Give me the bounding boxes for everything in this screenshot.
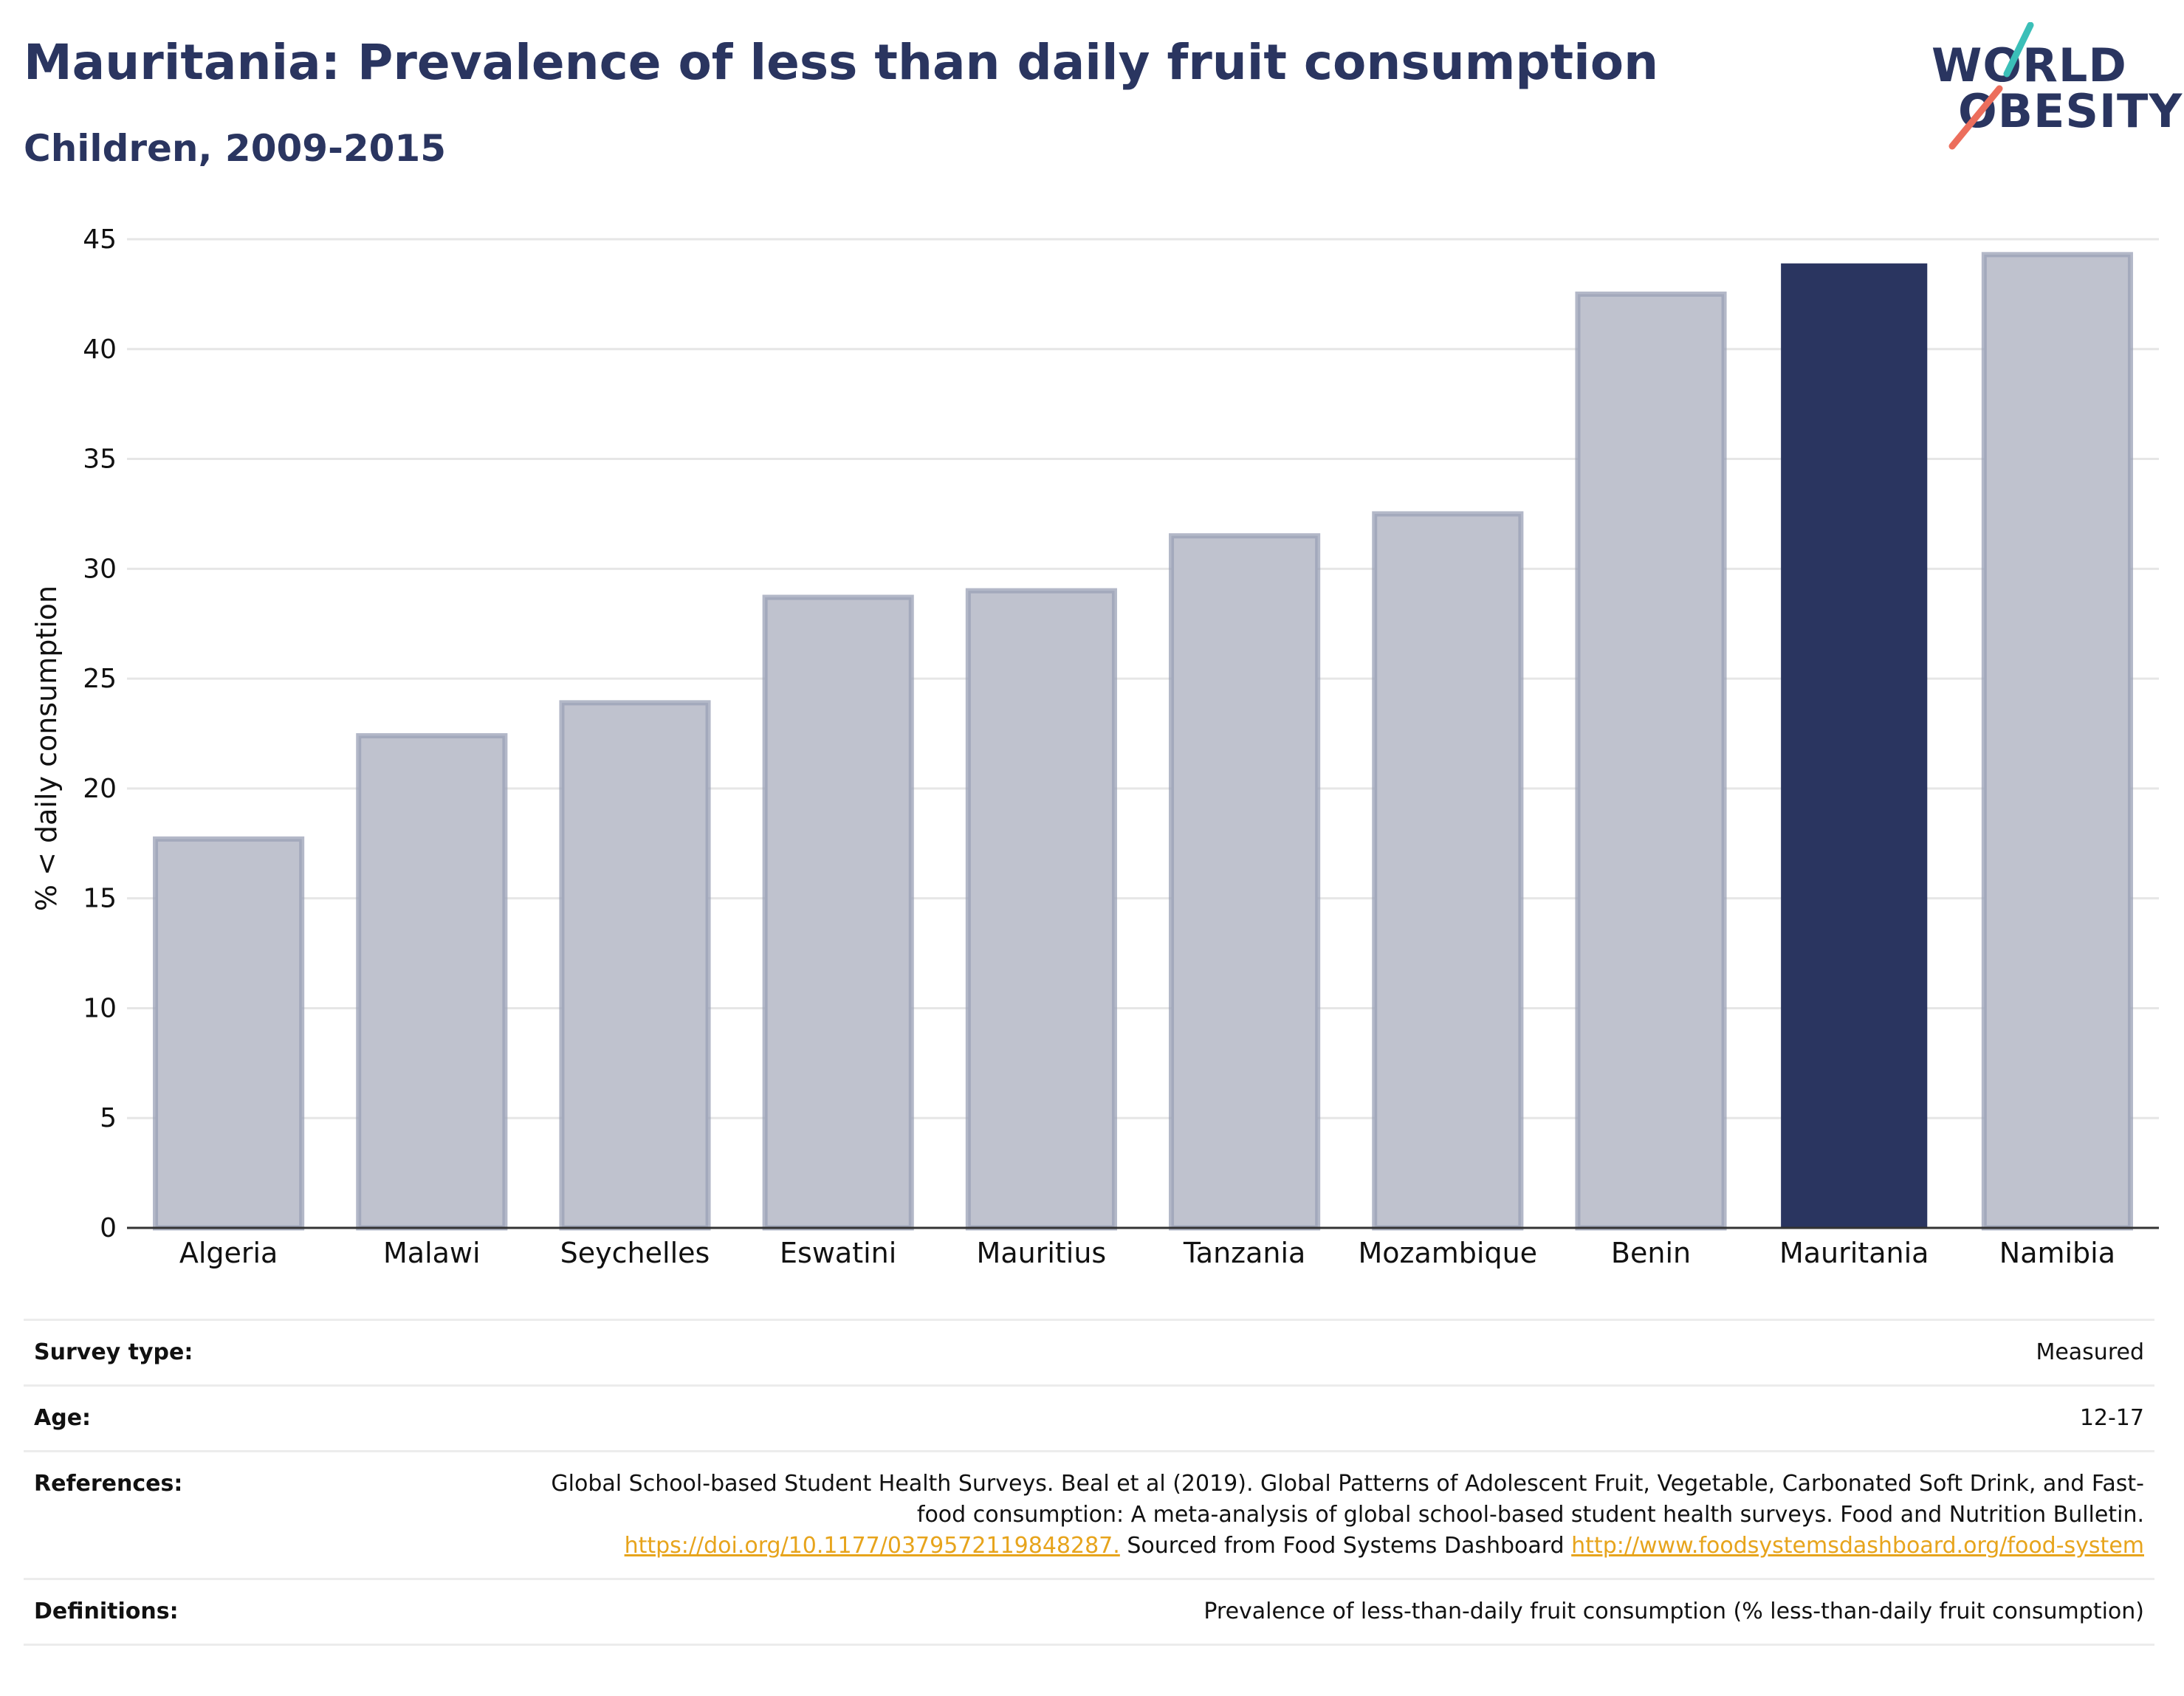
references-text-2: Sourced from Food Systems Dashboard — [1127, 1533, 1565, 1559]
bar-malawi — [356, 732, 508, 1231]
x-tick-label: Eswatini — [780, 1237, 896, 1269]
bar-algeria — [153, 836, 305, 1231]
y-tick-label: 10 — [83, 993, 117, 1023]
definitions-label: Definitions: — [34, 1599, 179, 1624]
bar-benin — [1575, 291, 1727, 1231]
bar-mauritania — [1781, 263, 1928, 1229]
definitions-value: Prevalence of less-than-daily fruit cons… — [1203, 1599, 2144, 1624]
y-axis-label: % < daily consumption — [30, 586, 63, 911]
logo-slash-icon — [1948, 22, 2034, 150]
bar-namibia — [1981, 252, 2133, 1231]
survey-type-value: Measured — [2036, 1339, 2144, 1365]
age-value: 12-17 — [2079, 1405, 2144, 1431]
bar-mauritius — [965, 588, 1117, 1231]
metadata-table: Survey type: Measured Age: 12-17 Referen… — [24, 1319, 2154, 1646]
x-tick-label: Algeria — [179, 1237, 278, 1269]
bar-mozambique — [1372, 511, 1524, 1231]
chart-title: Mauritania: Prevalence of less than dail… — [24, 34, 1659, 91]
y-tick-label: 35 — [83, 444, 117, 475]
y-tick-label: 5 — [100, 1103, 117, 1133]
meta-row-references: References: Global School-based Student … — [24, 1450, 2154, 1578]
meta-row-definitions: Definitions: Prevalence of less-than-dai… — [24, 1578, 2154, 1646]
y-tick-label: 45 — [83, 224, 117, 255]
age-label: Age: — [34, 1405, 92, 1431]
meta-row-survey-type: Survey type: Measured — [24, 1319, 2154, 1384]
y-tick-label: 40 — [83, 334, 117, 365]
x-tick-label: Mozambique — [1359, 1237, 1538, 1269]
y-tick-label: 25 — [83, 664, 117, 694]
bar-chart: 0 5 10 15 20 25 30 35 40 45 Algeria Malawi Seychelle… — [30, 224, 2159, 1269]
survey-type-label: Survey type: — [34, 1339, 193, 1365]
y-tick-label: 15 — [83, 884, 117, 914]
x-tick-label: Namibia — [1999, 1237, 2115, 1269]
meta-row-age: Age: 12-17 — [24, 1384, 2154, 1450]
logo-line-1: WORLD — [1931, 38, 2127, 92]
x-tick-label: Seychelles — [560, 1237, 710, 1269]
bar-tanzania — [1169, 533, 1321, 1231]
x-tick-label: Benin — [1611, 1237, 1691, 1269]
food-systems-dashboard-link[interactable]: http://www.foodsystemsdashboard.org/food… — [1571, 1533, 2144, 1559]
x-tick-label: Tanzania — [1183, 1237, 1305, 1269]
x-tick-label: Malawi — [383, 1237, 481, 1269]
chart-subtitle: Children, 2009-2015 — [24, 127, 446, 170]
x-tick-label: Mauritius — [977, 1237, 1107, 1269]
bar-seychelles — [559, 700, 711, 1231]
references-text-1: Global School-based Student Health Surve… — [551, 1471, 2144, 1528]
y-tick-label: 30 — [83, 554, 117, 584]
references-label: References: — [34, 1471, 183, 1497]
y-tick-label: 0 — [100, 1213, 117, 1243]
y-tick-label: 20 — [83, 774, 117, 804]
world-obesity-logo: WORLD OBESITY — [1927, 22, 2182, 155]
x-tick-label: Mauritania — [1779, 1237, 1929, 1269]
references-value: Global School-based Student Health Surve… — [520, 1469, 2144, 1562]
doi-link[interactable]: https://doi.org/10.1177/0379572119848287… — [624, 1533, 1120, 1559]
bar-eswatini — [762, 594, 914, 1231]
